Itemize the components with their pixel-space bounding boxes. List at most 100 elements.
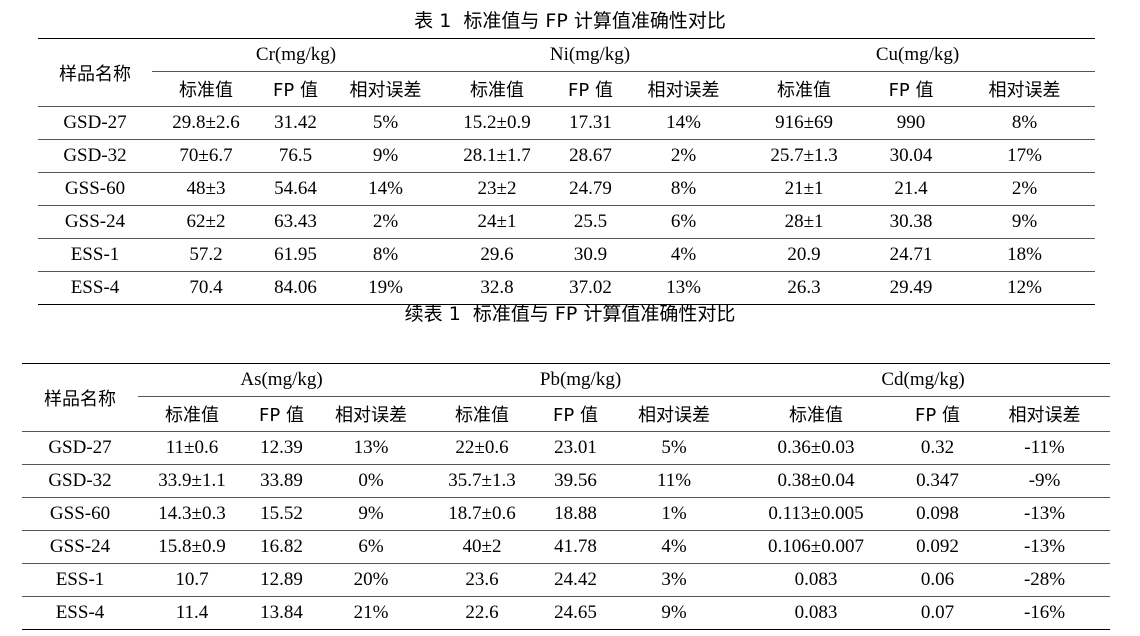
table-cell: 32.8 xyxy=(440,271,555,305)
table-row: ESS-4 70.4 84.06 19% 32.8 37.02 13% 26.3 29.49 12… xyxy=(38,271,1096,305)
column-header: 标准值 xyxy=(736,396,897,432)
column-header: FP 值 xyxy=(260,71,331,107)
table-cell: 15.8±0.9 xyxy=(138,530,246,564)
table-cell: 37.02 xyxy=(554,271,628,305)
sample-name-header: 样品名称 xyxy=(38,38,152,107)
header-row-groups: 样品名称 As(mg/kg) Pb(mg/kg) Cd(mg/kg) xyxy=(22,363,1111,432)
sample-name-cell: ESS-1 xyxy=(22,563,138,597)
table-cell: 76.5 xyxy=(260,139,331,173)
header-row-groups: 样品名称 Cr(mg/kg) Ni(mg/kg) Cu(mg/kg) xyxy=(38,38,1096,107)
table-row: GSS-24 15.8±0.9 16.82 6% 40±2 41.78 4% 0.106±0.… xyxy=(22,530,1111,564)
sample-name-cell: GSD-27 xyxy=(22,431,138,465)
table-cell: 14% xyxy=(627,106,741,140)
column-header: 相对误差 xyxy=(979,396,1111,432)
sample-name-cell: ESS-4 xyxy=(38,271,152,305)
table-cell: 0% xyxy=(317,464,426,498)
table-cell: 28.1±1.7 xyxy=(440,139,555,173)
element-group-header: Cr(mg/kg) xyxy=(152,38,441,72)
element-group-header: Cu(mg/kg) xyxy=(740,38,1096,72)
table-cell: 15.52 xyxy=(246,497,317,531)
table-cell: 990 xyxy=(868,106,955,140)
table-cell: 17.31 xyxy=(554,106,628,140)
table-2-caption: 续表 1 标准值与 FP 计算值准确性对比 xyxy=(404,303,736,325)
sample-name-cell: GSD-32 xyxy=(38,139,152,173)
table-cell: 25.5 xyxy=(554,205,628,239)
table-cell: 1% xyxy=(612,497,737,531)
column-header: FP 值 xyxy=(539,396,613,432)
table-cell: 24.71 xyxy=(868,238,955,272)
column-header: 相对误差 xyxy=(954,71,1096,107)
table-row: GSD-32 33.9±1.1 33.89 0% 35.7±1.3 39.56 11% 0.3… xyxy=(22,464,1111,498)
table-cell: 24.65 xyxy=(539,596,613,630)
table-cell: -13% xyxy=(979,497,1111,531)
table-cell: 0.106±0.007 xyxy=(736,530,897,564)
table-cell: 13.84 xyxy=(246,596,317,630)
table-cell: 29.8±2.6 xyxy=(152,106,260,140)
table-cell: 3% xyxy=(612,563,737,597)
table-cell: 19% xyxy=(331,271,441,305)
table-cell: 12% xyxy=(954,271,1096,305)
table-cell: 25.7±1.3 xyxy=(740,139,869,173)
table-row: ESS-4 11.4 13.84 21% 22.6 24.65 9% 0.083 0.07 -16… xyxy=(22,596,1111,630)
table-cell: 14% xyxy=(331,172,441,206)
table-row: ESS-1 57.2 61.95 8% 29.6 30.9 4% 20.9 24.71 18% xyxy=(38,238,1096,272)
table-cell: 2% xyxy=(331,205,441,239)
table-cell: 20% xyxy=(317,563,426,597)
column-header: 相对误差 xyxy=(612,396,737,432)
table-cell: 23±2 xyxy=(440,172,555,206)
table-cell: 33.89 xyxy=(246,464,317,498)
table-cell: 20.9 xyxy=(740,238,869,272)
table-cell: 0.06 xyxy=(896,563,980,597)
sample-name-cell: GSS-24 xyxy=(38,205,152,239)
table-cell: 0.32 xyxy=(896,431,980,465)
table-cell: 10.7 xyxy=(138,563,246,597)
table-cell: 2% xyxy=(954,172,1096,206)
table-cell: 35.7±1.3 xyxy=(425,464,540,498)
table-row: GSS-60 48±3 54.64 14% 23±2 24.79 8% 21±1 21.4 2% xyxy=(38,172,1096,206)
sample-name-cell: GSS-24 xyxy=(22,530,138,564)
table-2: 样品名称 As(mg/kg) Pb(mg/kg) Cd(mg/kg) 标准值 FP 值相对… xyxy=(22,363,1111,630)
table-cell: 0.113±0.005 xyxy=(736,497,897,531)
table-cell: 29.49 xyxy=(868,271,955,305)
table-cell: 30.9 xyxy=(554,238,628,272)
table-cell: 11.4 xyxy=(138,596,246,630)
table-cell: 4% xyxy=(627,238,741,272)
table-cell: 84.06 xyxy=(260,271,331,305)
header-row-columns: 标准值 FP 值相对误差 标准值 FP 值相对误差 标准值 FP 值相对误差 xyxy=(38,71,1096,107)
sample-name-cell: ESS-4 xyxy=(22,596,138,630)
table-cell: 48±3 xyxy=(152,172,260,206)
table-cell: -28% xyxy=(979,563,1111,597)
table-cell: 30.04 xyxy=(868,139,955,173)
column-header: 标准值 xyxy=(138,396,246,432)
table-cell: 57.2 xyxy=(152,238,260,272)
table-cell: 13% xyxy=(317,431,426,465)
sample-name-cell: GSD-32 xyxy=(22,464,138,498)
sample-name-cell: GSS-60 xyxy=(38,172,152,206)
table-cell: -13% xyxy=(979,530,1111,564)
table-cell: 9% xyxy=(331,139,441,173)
table-row: ESS-1 10.7 12.89 20% 23.6 24.42 3% 0.083 0.06 -28… xyxy=(22,563,1111,597)
table-cell: 5% xyxy=(612,431,737,465)
table-cell: 8% xyxy=(331,238,441,272)
sample-name-header: 样品名称 xyxy=(22,363,138,432)
element-group-header: Cd(mg/kg) xyxy=(736,363,1111,397)
table-cell: 63.43 xyxy=(260,205,331,239)
table-row: GSD-32 70±6.7 76.5 9% 28.1±1.7 28.67 2% 25.7±1.… xyxy=(38,139,1096,173)
table-cell: 8% xyxy=(627,172,741,206)
table-cell: 916±69 xyxy=(740,106,869,140)
table-row: GSS-60 14.3±0.3 15.52 9% 18.7±0.6 18.88 1% 0.11… xyxy=(22,497,1111,531)
table-cell: 14.3±0.3 xyxy=(138,497,246,531)
column-header: FP 值 xyxy=(896,396,980,432)
table-cell: 28.67 xyxy=(554,139,628,173)
column-header: 标准值 xyxy=(425,396,540,432)
table-cell: 0.36±0.03 xyxy=(736,431,897,465)
table-cell: 0.083 xyxy=(736,596,897,630)
table-cell: 31.42 xyxy=(260,106,331,140)
table-cell: 54.64 xyxy=(260,172,331,206)
table-cell: 9% xyxy=(317,497,426,531)
table-cell: 39.56 xyxy=(539,464,613,498)
table-cell: 22.6 xyxy=(425,596,540,630)
table-cell: 0.092 xyxy=(896,530,980,564)
table-cell: 9% xyxy=(954,205,1096,239)
table-cell: -11% xyxy=(979,431,1111,465)
